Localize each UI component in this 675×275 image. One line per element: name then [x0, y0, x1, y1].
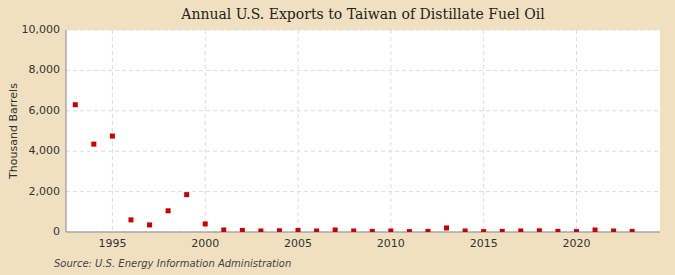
- point: [537, 228, 542, 232]
- y-axis-line: [66, 30, 67, 232]
- grid-line: [66, 70, 660, 71]
- point: [240, 228, 245, 232]
- y-tick-label: 4,000: [29, 144, 61, 157]
- point: [500, 229, 505, 232]
- grid-line: [576, 30, 577, 232]
- point: [277, 228, 282, 232]
- point: [73, 102, 78, 107]
- grid-line: [66, 30, 660, 31]
- title: Annual U.S. Exports to Taiwan of Distill…: [180, 6, 545, 22]
- point: [166, 208, 171, 213]
- point: [221, 227, 226, 232]
- x-axis-line: [66, 232, 660, 233]
- x-tick-label: 2010: [377, 237, 405, 250]
- tick-labels: 0 2,000 4,000 6,000 8,000 10,000 1995 2000 2005 2…: [22, 23, 591, 250]
- point: [110, 134, 115, 139]
- background: [0, 0, 675, 275]
- point: [388, 228, 393, 232]
- x-tick-label: 2005: [284, 237, 312, 250]
- grid: [66, 30, 660, 232]
- y-axis-label: Thousand Barrels: [7, 83, 20, 180]
- point: [425, 229, 430, 232]
- point: [518, 228, 523, 232]
- x-tick-label: 2015: [470, 237, 498, 250]
- point: [555, 229, 560, 232]
- grid-line: [390, 30, 391, 232]
- point: [574, 229, 579, 232]
- point: [407, 229, 412, 232]
- y-tick-label: 0: [53, 225, 60, 238]
- point: [630, 229, 635, 232]
- grid-line: [483, 30, 484, 232]
- point: [91, 142, 96, 147]
- plot-background: [66, 30, 660, 232]
- grid-line: [66, 191, 660, 192]
- x-tick-label: 2000: [191, 237, 219, 250]
- y-tick-label: 6,000: [29, 104, 61, 117]
- point: [370, 229, 375, 232]
- point: [184, 192, 189, 197]
- grid-line: [66, 232, 660, 233]
- x-tick-label: 1995: [98, 237, 126, 250]
- point: [147, 222, 152, 227]
- grid-line: [66, 151, 660, 152]
- point: [203, 221, 208, 226]
- point: [314, 228, 319, 232]
- source: Source: U.S. Energy Information Administ…: [54, 258, 291, 269]
- grid-line: [66, 110, 660, 111]
- grid-line: [112, 30, 113, 232]
- x-tick-label: 2020: [562, 237, 590, 250]
- grid-line: [205, 30, 206, 232]
- y-tick-label: 2,000: [29, 185, 61, 198]
- point: [463, 228, 468, 232]
- point: [611, 228, 616, 232]
- points: [73, 102, 635, 232]
- y-tick-label: 8,000: [29, 63, 61, 76]
- grid-line: [298, 30, 299, 232]
- point: [351, 228, 356, 232]
- y-tick-label: 10,000: [22, 23, 61, 36]
- chart: 0 2,000 4,000 6,000 8,000 10,000 1995 2000 2005 2…: [0, 0, 675, 275]
- point: [296, 228, 301, 232]
- point: [128, 217, 133, 222]
- point: [481, 229, 486, 232]
- point: [333, 227, 338, 232]
- point: [444, 225, 449, 230]
- point: [593, 227, 598, 232]
- point: [258, 228, 263, 232]
